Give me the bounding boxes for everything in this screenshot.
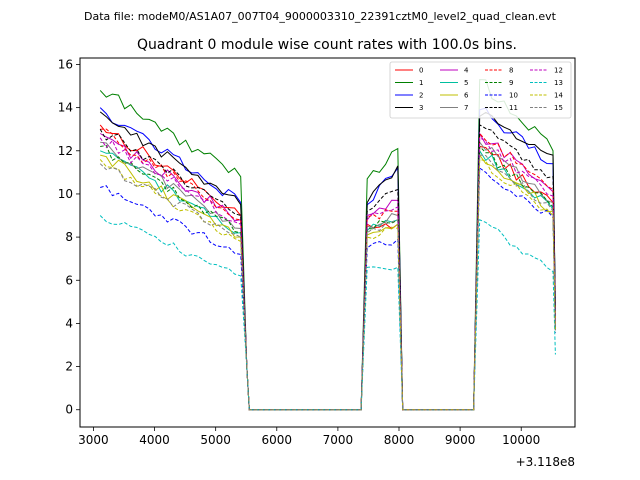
- series-15-line: [99, 154, 556, 411]
- series-0-line: [99, 124, 556, 411]
- series-10-line: [100, 167, 556, 411]
- legend-label-0: 0: [419, 67, 423, 75]
- legend-label-14: 14: [554, 92, 563, 100]
- chart-suptitle: Data file: modeM0/AS1A07_007T04_90000033…: [84, 10, 557, 23]
- series-14-line: [99, 158, 556, 411]
- legend-label-5: 5: [464, 79, 468, 87]
- x-tick-label: 7000: [323, 433, 354, 447]
- series-5-line: [100, 149, 556, 411]
- x-tick-label: 3000: [78, 433, 109, 447]
- legend-label-11: 11: [509, 104, 518, 112]
- y-tick-label: 10: [58, 187, 73, 201]
- series-6-line: [100, 153, 556, 411]
- series-12-line: [99, 136, 556, 411]
- legend-label-7: 7: [464, 104, 468, 112]
- x-tick-label: 6000: [262, 433, 293, 447]
- legend-frame: [389, 61, 572, 119]
- x-tick-label: 10000: [502, 433, 540, 447]
- y-tick-label: 0: [65, 403, 73, 417]
- series-7-line: [100, 140, 556, 411]
- y-tick-label: 12: [58, 144, 73, 158]
- plot-area: [99, 79, 556, 411]
- axes-frame: [79, 57, 576, 428]
- y-tick-label: 14: [58, 101, 73, 115]
- series-9-line: [100, 144, 556, 411]
- series-4-line: [99, 131, 556, 411]
- series-13-line: [99, 215, 556, 411]
- legend-label-6: 6: [464, 92, 469, 100]
- chart-title: Quadrant 0 module wise count rates with …: [137, 37, 517, 53]
- legend-label-1: 1: [419, 79, 423, 87]
- x-tick-label: 4000: [139, 433, 170, 447]
- series-11-line: [99, 124, 556, 411]
- y-tick-label: 16: [58, 57, 73, 71]
- y-tick-label: 2: [65, 360, 73, 374]
- legend-label-2: 2: [419, 92, 423, 100]
- legend-label-15: 15: [554, 104, 563, 112]
- x-tick-label: 9000: [445, 433, 476, 447]
- legend-label-13: 13: [554, 79, 563, 87]
- x-offset-label: +3.118e8: [516, 455, 575, 469]
- legend-label-9: 9: [509, 79, 513, 87]
- legend-label-12: 12: [554, 67, 563, 75]
- legend-label-8: 8: [509, 67, 513, 75]
- axis-ticks: 3000 4000 5000 6000 7000 8000 9000 100000246810…: [58, 57, 541, 447]
- x-tick-label: 5000: [200, 433, 231, 447]
- y-tick-label: 6: [65, 273, 73, 287]
- legend-label-3: 3: [419, 104, 423, 112]
- legend-label-4: 4: [464, 67, 469, 75]
- x-tick-label: 8000: [384, 433, 415, 447]
- y-tick-label: 4: [65, 316, 73, 330]
- legend-label-10: 10: [509, 92, 518, 100]
- y-tick-label: 8: [65, 230, 73, 244]
